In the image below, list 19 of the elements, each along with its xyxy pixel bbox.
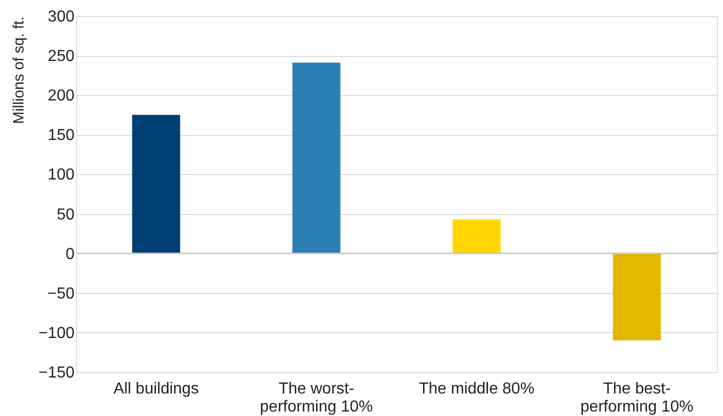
y-tick-label: 100 (48, 166, 75, 184)
x-tick-label: All buildings (113, 380, 199, 398)
bar (452, 219, 501, 254)
y-tick-label: 250 (48, 48, 75, 66)
bar (612, 253, 661, 340)
x-tick-label: The middle 80% (418, 380, 534, 398)
bar (292, 62, 340, 254)
y-axis-title: Millions of sq. ft. (10, 16, 28, 124)
y-tick-label: −50 (47, 285, 75, 302)
x-tick-label: The best-performing 10% (580, 380, 694, 416)
y-tick-label: 0 (66, 246, 75, 263)
y-tick-label: 200 (48, 88, 75, 105)
y-tick-label: 150 (48, 127, 75, 144)
y-tick-label: 50 (56, 206, 75, 224)
y-tick-label: 300 (48, 8, 75, 26)
x-tick-label: The worst-performing 10% (260, 380, 373, 416)
y-tick-label: −100 (38, 324, 75, 342)
y-tick-label: −150 (38, 364, 75, 382)
bar (132, 114, 180, 254)
